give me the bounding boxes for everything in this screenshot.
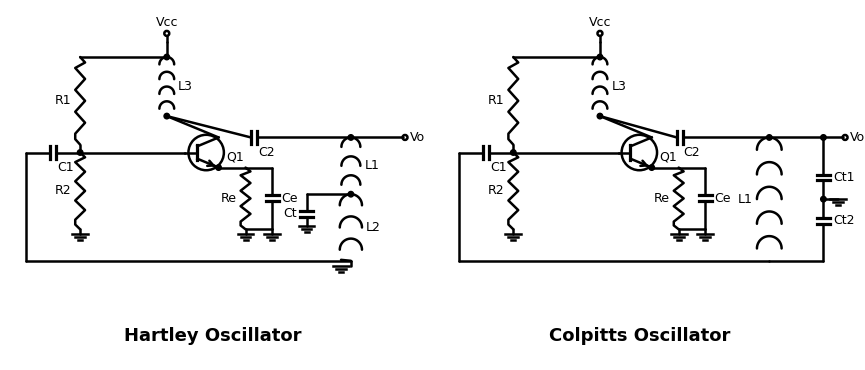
Text: R2: R2: [488, 184, 504, 198]
Circle shape: [215, 165, 221, 170]
Text: R2: R2: [54, 184, 71, 198]
Text: Hartley Oscillator: Hartley Oscillator: [125, 327, 302, 344]
Text: Q1: Q1: [659, 151, 676, 164]
Circle shape: [510, 150, 516, 155]
Text: Re: Re: [221, 192, 237, 205]
Text: R1: R1: [54, 94, 71, 107]
Text: Vo: Vo: [410, 131, 425, 144]
Text: Q1: Q1: [226, 151, 244, 164]
Text: Ct1: Ct1: [833, 171, 855, 184]
Text: R1: R1: [488, 94, 504, 107]
Circle shape: [597, 54, 603, 60]
Circle shape: [821, 135, 826, 140]
Circle shape: [164, 54, 170, 60]
Text: C2: C2: [258, 146, 274, 159]
Text: Ce: Ce: [281, 192, 298, 205]
Text: L3: L3: [178, 80, 193, 93]
Text: Re: Re: [654, 192, 670, 205]
Circle shape: [77, 150, 83, 155]
Text: L3: L3: [612, 80, 626, 93]
Text: L1: L1: [738, 193, 753, 206]
Circle shape: [597, 113, 603, 119]
Text: C1: C1: [490, 161, 507, 174]
Circle shape: [649, 165, 655, 170]
Circle shape: [348, 135, 354, 140]
Circle shape: [164, 113, 170, 119]
Text: Vcc: Vcc: [156, 16, 178, 30]
Text: Ct: Ct: [284, 208, 298, 221]
Text: C2: C2: [683, 146, 701, 159]
Circle shape: [821, 196, 826, 202]
Text: Ct2: Ct2: [833, 214, 855, 227]
Text: L2: L2: [366, 221, 381, 234]
Text: Colpitts Oscillator: Colpitts Oscillator: [548, 327, 730, 344]
Circle shape: [348, 191, 354, 197]
Text: C1: C1: [57, 161, 74, 174]
Text: Vcc: Vcc: [589, 16, 612, 30]
Text: Vo: Vo: [850, 131, 865, 144]
Circle shape: [766, 135, 772, 140]
Text: L1: L1: [364, 159, 379, 172]
Text: Ce: Ce: [714, 192, 731, 205]
